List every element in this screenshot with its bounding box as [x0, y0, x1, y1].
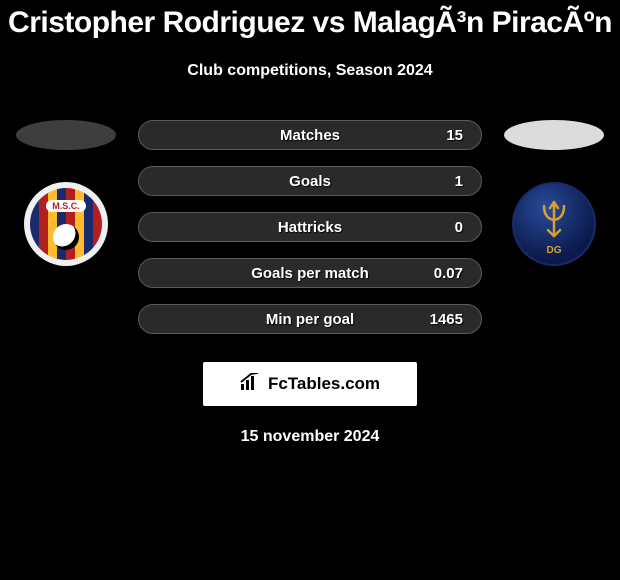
right-player-oval — [504, 120, 604, 150]
bar-chart-icon — [240, 373, 262, 396]
stat-row: Matches 15 — [138, 120, 482, 150]
stat-label: Matches — [280, 127, 340, 144]
stats-column: Matches 15 Goals 1 Hattricks 0 Goals per… — [138, 120, 482, 334]
stat-label: Min per goal — [266, 311, 354, 328]
stat-value: 0.07 — [434, 265, 463, 282]
stat-row: Goals 1 — [138, 166, 482, 196]
brand-watermark[interactable]: FcTables.com — [203, 362, 417, 406]
page-title: Cristopher Rodriguez vs MalagÃ³n PiracÃº… — [0, 6, 620, 40]
left-club-badge-label: M.S.C. — [46, 200, 86, 212]
season-subtitle: Club competitions, Season 2024 — [0, 62, 620, 80]
stat-value: 1 — [455, 173, 463, 190]
date-label: 15 november 2024 — [0, 428, 620, 446]
left-player-oval — [16, 120, 116, 150]
main-area: M.S.C. Matches 15 Goals 1 Hattricks 0 Go… — [0, 120, 620, 334]
right-club-badge: DG — [512, 182, 596, 266]
soccer-ball-icon — [53, 224, 79, 250]
comparison-card: Cristopher Rodriguez vs MalagÃ³n PiracÃº… — [0, 0, 620, 446]
left-player-column: M.S.C. — [16, 120, 116, 266]
right-player-column: DG — [504, 120, 604, 266]
stat-label: Goals per match — [251, 265, 369, 282]
right-club-badge-label: DG — [547, 245, 562, 256]
stat-value: 15 — [446, 127, 463, 144]
left-club-badge-stripes: M.S.C. — [30, 188, 102, 260]
stat-row: Min per goal 1465 — [138, 304, 482, 334]
left-club-badge: M.S.C. — [24, 182, 108, 266]
stat-value: 1465 — [430, 311, 463, 328]
trident-icon — [538, 200, 570, 246]
stat-label: Hattricks — [278, 219, 342, 236]
stat-row: Hattricks 0 — [138, 212, 482, 242]
stat-row: Goals per match 0.07 — [138, 258, 482, 288]
stat-value: 0 — [455, 219, 463, 236]
brand-text: FcTables.com — [268, 374, 380, 394]
stat-label: Goals — [289, 173, 331, 190]
